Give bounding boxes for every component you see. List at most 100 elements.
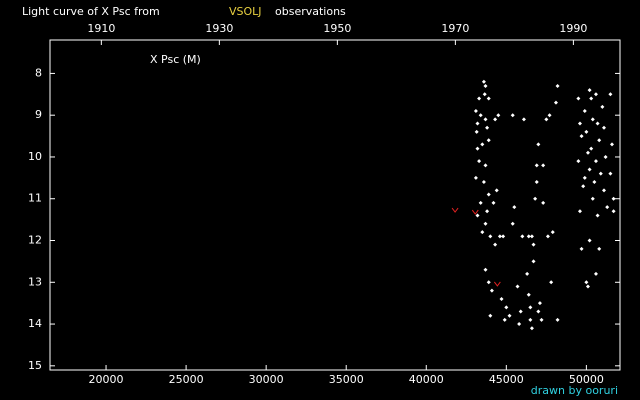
- data-point: [474, 129, 479, 134]
- y-label: X Psc (M): [150, 53, 201, 66]
- data-point: [526, 234, 531, 239]
- data-point: [483, 117, 488, 122]
- data-point: [555, 317, 560, 322]
- y-tick-label: 9: [35, 108, 42, 121]
- data-point: [525, 271, 530, 276]
- data-point: [600, 104, 605, 109]
- y-tick-label: 12: [28, 234, 42, 247]
- data-point: [475, 213, 480, 218]
- data-point: [483, 221, 488, 226]
- data-point: [581, 184, 586, 189]
- data-point: [585, 150, 590, 155]
- data-point: [512, 205, 517, 210]
- title-suffix: observations: [275, 5, 346, 18]
- data-point: [504, 305, 509, 310]
- data-point: [528, 317, 533, 322]
- data-point: [611, 196, 616, 201]
- chart-title: Light curve of X Psc from: [22, 5, 160, 18]
- data-point: [496, 113, 501, 118]
- credit: drawn by ooruri: [531, 384, 618, 397]
- data-point: [545, 234, 550, 239]
- data-point: [587, 167, 592, 172]
- data-point: [486, 192, 491, 197]
- data-point: [499, 296, 504, 301]
- y-tick-label: 14: [28, 317, 42, 330]
- data-point: [488, 313, 493, 318]
- data-point: [494, 188, 499, 193]
- data-point: [536, 142, 541, 147]
- data-point: [518, 309, 523, 314]
- x2-tick-label: 1910: [87, 22, 115, 35]
- data-point: [595, 121, 600, 126]
- data-point: [608, 92, 613, 97]
- data-point: [544, 117, 549, 122]
- data-point: [584, 129, 589, 134]
- data-point: [608, 171, 613, 176]
- data-point: [579, 134, 584, 139]
- y-tick-label: 13: [28, 275, 42, 288]
- data-point: [577, 121, 582, 126]
- data-point: [515, 284, 520, 289]
- data-point: [590, 196, 595, 201]
- data-point: [481, 180, 486, 185]
- data-point: [507, 313, 512, 318]
- data-point: [589, 96, 594, 101]
- y-tick-label: 15: [28, 359, 42, 372]
- upper-limit-point: [451, 207, 459, 213]
- data-point: [587, 88, 592, 93]
- x-tick-label: 50000: [569, 373, 604, 386]
- data-point: [473, 175, 478, 180]
- data-point: [601, 188, 606, 193]
- data-point: [489, 288, 494, 293]
- y-tick-label: 10: [28, 150, 42, 163]
- data-point: [555, 83, 560, 88]
- data-point: [531, 242, 536, 247]
- data-point: [526, 292, 531, 297]
- upper-limit-point: [471, 209, 479, 215]
- data-point: [480, 230, 485, 235]
- data-point: [576, 159, 581, 164]
- data-point: [589, 146, 594, 151]
- data-point: [502, 317, 507, 322]
- data-point: [531, 259, 536, 264]
- x-tick-label: 25000: [169, 373, 204, 386]
- x-tick-label: 45000: [489, 373, 524, 386]
- data-point: [529, 234, 534, 239]
- data-point: [529, 326, 534, 331]
- data-point: [541, 200, 546, 205]
- data-point: [584, 280, 589, 285]
- title-source: VSOLJ: [229, 5, 262, 18]
- data-point: [605, 205, 610, 210]
- plot-frame: [49, 39, 621, 371]
- data-point: [473, 109, 478, 114]
- x-tick-label: 30000: [249, 373, 284, 386]
- data-point: [593, 92, 598, 97]
- data-point: [582, 175, 587, 180]
- data-point: [521, 117, 526, 122]
- data-point: [497, 234, 502, 239]
- data-point: [493, 242, 498, 247]
- data-point: [482, 92, 487, 97]
- data-point: [501, 234, 506, 239]
- y-tick-label: 8: [35, 66, 42, 79]
- upper-limit-point: [493, 281, 501, 287]
- data-point: [478, 113, 483, 118]
- x2-tick-label: 1950: [323, 22, 351, 35]
- data-point: [534, 163, 539, 168]
- data-point: [597, 246, 602, 251]
- data-point: [475, 146, 480, 151]
- data-point: [553, 100, 558, 105]
- data-point: [593, 271, 598, 276]
- data-point: [493, 117, 498, 122]
- data-point: [603, 154, 608, 159]
- data-point: [485, 209, 490, 214]
- data-point: [582, 109, 587, 114]
- data-point: [481, 79, 486, 84]
- data-point: [595, 213, 600, 218]
- data-point: [536, 309, 541, 314]
- data-point: [485, 125, 490, 130]
- data-point: [483, 267, 488, 272]
- x2-tick-label: 1990: [559, 22, 587, 35]
